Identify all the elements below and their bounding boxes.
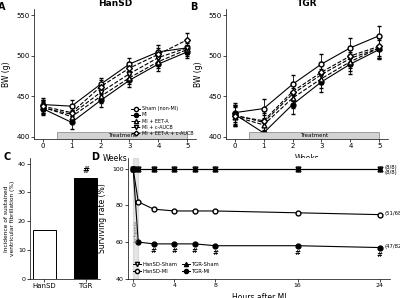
- TGR-Sham: [192, 167, 197, 171]
- HanSD-Sham: [136, 167, 141, 171]
- HanSD-Sham: [172, 167, 177, 171]
- Text: #: #: [82, 166, 89, 175]
- TGR-MI: [192, 242, 197, 246]
- Text: #: #: [294, 250, 300, 256]
- Text: D: D: [91, 152, 99, 162]
- Bar: [33, 230, 56, 279]
- Text: (47/82): (47/82): [385, 244, 400, 249]
- TGR-MI: [172, 242, 177, 246]
- Text: (8/8): (8/8): [385, 165, 398, 170]
- Y-axis label: Incidence of sustained
ventricular fibrillation (%): Incidence of sustained ventricular fibri…: [4, 181, 15, 256]
- HanSD-MI: [192, 209, 197, 213]
- TGR-MI: [213, 244, 218, 248]
- Legend: HanSD-Sham, HanSD-MI, TGR-Sham, TGR-MI: HanSD-Sham, HanSD-MI, TGR-Sham, TGR-MI: [131, 260, 222, 276]
- Y-axis label: BW (g): BW (g): [194, 61, 203, 86]
- Text: #: #: [171, 249, 177, 254]
- TGR-Sham: [172, 167, 177, 171]
- TGR-MI: [131, 167, 136, 171]
- HanSD-Sham: [192, 167, 197, 171]
- TGR-Sham: [295, 167, 300, 171]
- TGR-MI: [295, 244, 300, 248]
- Line: HanSD-MI: HanSD-MI: [131, 167, 382, 217]
- Text: (51/68): (51/68): [385, 211, 400, 216]
- Bar: [57, 132, 187, 139]
- TGR-MI: [136, 240, 141, 244]
- Line: HanSD-Sham: HanSD-Sham: [131, 167, 382, 171]
- Bar: [133, 158, 138, 279]
- HanSD-MI: [213, 209, 218, 213]
- Text: #: #: [377, 252, 383, 258]
- TGR-Sham: [136, 167, 141, 171]
- Text: A: A: [0, 2, 6, 13]
- TGR-MI: [377, 246, 382, 249]
- Line: TGR-Sham: TGR-Sham: [131, 167, 382, 171]
- Text: #: #: [151, 249, 157, 254]
- Text: #: #: [212, 250, 218, 256]
- HanSD-MI: [131, 167, 136, 171]
- HanSD-Sham: [377, 167, 382, 171]
- Text: Treatment: Treatment: [300, 133, 328, 138]
- Title: HanSD: HanSD: [98, 0, 132, 8]
- Title: TGR: TGR: [297, 0, 317, 8]
- Legend: Sham (non-MI), MI, MI + EET-A, MI + c-AUCB, MI + EET-A + c-AUCB: Sham (non-MI), MI, MI + EET-A, MI + c-AU…: [131, 106, 194, 136]
- TGR-Sham: [377, 167, 382, 171]
- X-axis label: Hours after MI: Hours after MI: [232, 293, 286, 298]
- HanSD-MI: [151, 207, 156, 211]
- HanSD-MI: [136, 200, 141, 204]
- TGR-MI: [151, 242, 156, 246]
- HanSD-MI: [172, 209, 177, 213]
- Text: (8/8): (8/8): [385, 170, 398, 175]
- TGR-Sham: [213, 167, 218, 171]
- Bar: [249, 132, 379, 139]
- HanSD-Sham: [295, 167, 300, 171]
- Text: C: C: [3, 152, 11, 162]
- HanSD-Sham: [213, 167, 218, 171]
- Text: B: B: [190, 2, 198, 13]
- HanSD-Sham: [151, 167, 156, 171]
- Text: #: #: [192, 249, 198, 254]
- TGR-Sham: [151, 167, 156, 171]
- Line: TGR-MI: TGR-MI: [131, 167, 382, 250]
- HanSD-MI: [377, 213, 382, 216]
- TGR-Sham: [131, 167, 136, 171]
- X-axis label: Weeks: Weeks: [103, 154, 127, 163]
- X-axis label: Weeks: Weeks: [295, 154, 319, 163]
- Text: Treatment: Treatment: [108, 133, 136, 138]
- HanSD-Sham: [131, 167, 136, 171]
- Text: Ischemia: Ischemia: [133, 220, 138, 242]
- Y-axis label: BW (g): BW (g): [2, 61, 11, 86]
- Bar: [74, 178, 97, 279]
- HanSD-MI: [295, 211, 300, 215]
- Y-axis label: Surviving rate (%): Surviving rate (%): [98, 183, 107, 253]
